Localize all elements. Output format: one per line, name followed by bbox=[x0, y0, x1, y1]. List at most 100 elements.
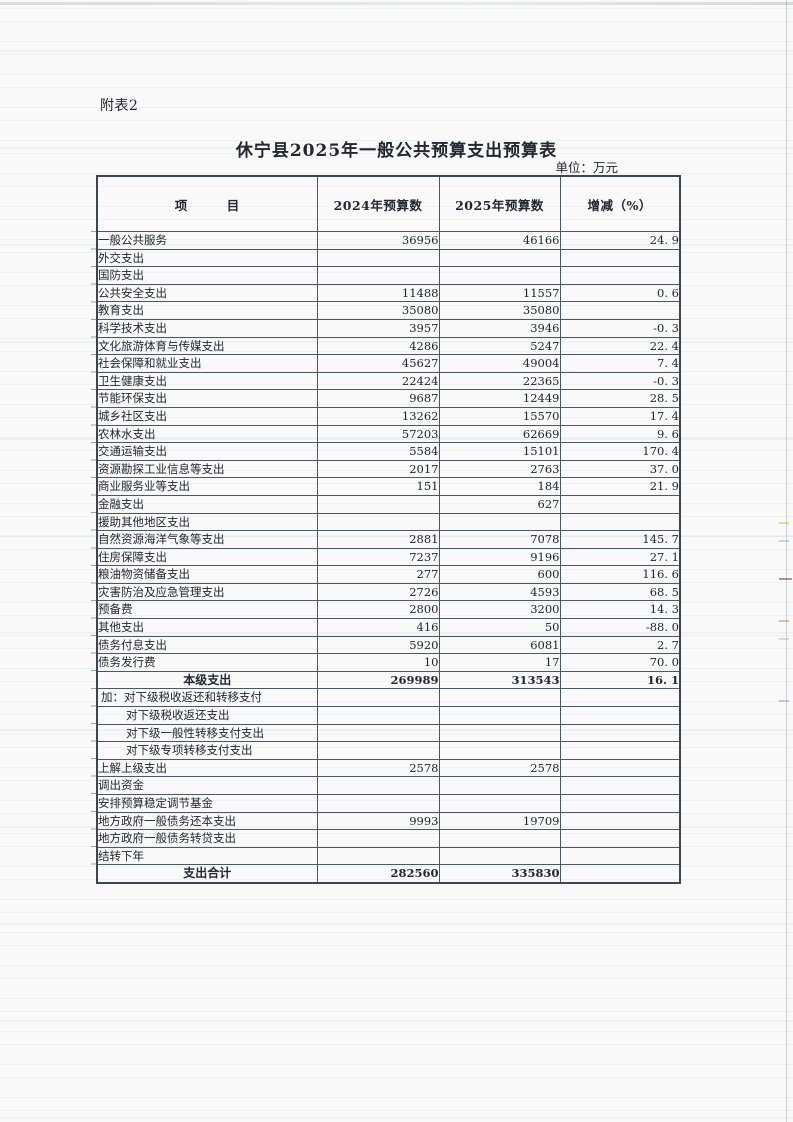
budget-table: 项 目 2024年预算数 2025年预算数 增减（%） 一般公共服务 36956… bbox=[96, 175, 681, 884]
table-row: 农林水支出 57203 62669 9. 6 bbox=[96, 424, 681, 444]
change-pct-cell bbox=[559, 864, 681, 884]
table-row: 债务发行费 10 17 70. 0 bbox=[96, 653, 681, 672]
item-label-cell: 对下级税收返还支出 bbox=[96, 706, 318, 725]
change-pct-cell: -0. 3 bbox=[559, 371, 681, 391]
table-row: 对下级一般性转移支付支出 bbox=[96, 723, 681, 743]
change-pct-cell: 14. 3 bbox=[559, 600, 681, 620]
attachment-label: 附表2 bbox=[100, 98, 139, 114]
item-label-cell: 地方政府一般债务转贷支出 bbox=[96, 829, 318, 848]
change-pct-cell: 9. 6 bbox=[559, 424, 681, 444]
table-row: 援助其他地区支出 bbox=[96, 512, 681, 532]
table-row: 自然资源海洋气象等支出 2881 7078 145. 7 bbox=[96, 530, 681, 549]
table-row: 金融支出 627 bbox=[96, 494, 681, 514]
change-pct-cell: 21. 9 bbox=[559, 477, 681, 496]
budget-2024-cell bbox=[316, 723, 440, 743]
col-header-budget-2024: 2024年预算数 bbox=[316, 175, 440, 232]
change-pct-cell: 68. 5 bbox=[559, 582, 681, 602]
budget-2024-cell: 151 bbox=[316, 477, 440, 496]
budget-2024-cell: 5584 bbox=[316, 442, 440, 461]
budget-2025-cell: 3200 bbox=[438, 600, 561, 620]
item-label-cell: 本级支出 bbox=[96, 670, 318, 690]
budget-2025-cell bbox=[438, 512, 561, 532]
budget-2025-cell: 600 bbox=[438, 565, 561, 584]
budget-2025-cell bbox=[438, 741, 561, 760]
item-label-cell: 社会保障和就业支出 bbox=[96, 354, 318, 373]
table-row: 地方政府一般债务还本支出 9993 19709 bbox=[96, 811, 681, 831]
table-row: 卫生健康支出 22424 22365 -0. 3 bbox=[96, 371, 681, 391]
table-row: 其他支出 416 50 -88. 0 bbox=[96, 618, 681, 637]
budget-2025-cell bbox=[438, 794, 561, 813]
budget-2024-cell: 2726 bbox=[316, 582, 440, 602]
budget-2024-cell bbox=[316, 512, 440, 532]
item-label-cell: 安排预算稳定调节基金 bbox=[96, 794, 318, 813]
table-row: 债务付息支出 5920 6081 2. 7 bbox=[96, 635, 681, 655]
change-pct-cell: 2. 7 bbox=[559, 635, 681, 655]
item-label-cell: 灾害防治及应急管理支出 bbox=[96, 582, 318, 602]
budget-2024-cell bbox=[316, 688, 440, 708]
change-pct-cell: 37. 0 bbox=[559, 459, 681, 479]
budget-2024-cell bbox=[316, 248, 440, 268]
table-row: 支出合计 282560 335830 bbox=[96, 864, 681, 884]
change-pct-cell: 70. 0 bbox=[559, 653, 681, 672]
budget-2024-cell bbox=[316, 706, 440, 725]
budget-2024-cell: 3957 bbox=[316, 318, 440, 338]
item-label-cell: 其他支出 bbox=[96, 618, 318, 637]
budget-2025-cell bbox=[438, 266, 561, 285]
item-label-cell: 国防支出 bbox=[96, 266, 318, 285]
change-pct-cell: -0. 3 bbox=[559, 318, 681, 338]
item-label-cell: 农林水支出 bbox=[96, 424, 318, 444]
item-label-cell: 粮油物资储备支出 bbox=[96, 565, 318, 584]
budget-2025-cell: 50 bbox=[438, 618, 561, 637]
table-row: 住房保障支出 7237 9196 27. 1 bbox=[96, 547, 681, 567]
budget-2025-cell: 627 bbox=[438, 494, 561, 514]
budget-2025-cell bbox=[438, 846, 561, 866]
item-label-cell: 自然资源海洋气象等支出 bbox=[96, 530, 318, 549]
item-label-cell: 城乡社区支出 bbox=[96, 406, 318, 426]
change-pct-cell: 27. 1 bbox=[559, 547, 681, 567]
change-pct-cell bbox=[559, 758, 681, 778]
budget-2025-cell bbox=[438, 776, 561, 795]
budget-2024-cell: 57203 bbox=[316, 424, 440, 444]
budget-2024-cell bbox=[316, 794, 440, 813]
table-row: 科学技术支出 3957 3946 -0. 3 bbox=[96, 318, 681, 338]
item-label-cell: 文化旅游体育与传媒支出 bbox=[96, 336, 318, 356]
table-row: 城乡社区支出 13262 15570 17. 4 bbox=[96, 406, 681, 426]
change-pct-cell: 7. 4 bbox=[559, 354, 681, 373]
budget-2024-cell: 2881 bbox=[316, 530, 440, 549]
budget-2025-cell: 15101 bbox=[438, 442, 561, 461]
budget-2024-cell bbox=[316, 776, 440, 795]
table-row: 预备费 2800 3200 14. 3 bbox=[96, 600, 681, 620]
table-row: 社会保障和就业支出 45627 49004 7. 4 bbox=[96, 354, 681, 373]
change-pct-cell: 0. 6 bbox=[559, 283, 681, 303]
item-label-cell: 对下级专项转移支付支出 bbox=[96, 741, 318, 760]
change-pct-cell: -88. 0 bbox=[559, 618, 681, 637]
item-label-cell: 预备费 bbox=[96, 600, 318, 620]
budget-2025-cell: 62669 bbox=[438, 424, 561, 444]
scan-color-tick bbox=[779, 578, 792, 580]
budget-2024-cell: 22424 bbox=[316, 371, 440, 391]
budget-2024-cell: 416 bbox=[316, 618, 440, 637]
table-row: 教育支出 35080 35080 bbox=[96, 301, 681, 320]
item-label-cell: 商业服务业等支出 bbox=[96, 477, 318, 496]
change-pct-cell bbox=[559, 248, 681, 268]
item-label-cell: 住房保障支出 bbox=[96, 547, 318, 567]
change-pct-cell bbox=[559, 706, 681, 725]
table-row: 地方政府一般债务转贷支出 bbox=[96, 829, 681, 848]
table-row: 节能环保支出 9687 12449 28. 5 bbox=[96, 389, 681, 408]
col-header-change-pct: 增减（%） bbox=[559, 175, 681, 232]
table-row: 粮油物资储备支出 277 600 116. 6 bbox=[96, 565, 681, 584]
scan-color-tick bbox=[779, 620, 789, 622]
change-pct-cell bbox=[559, 688, 681, 708]
table-row: 外交支出 bbox=[96, 248, 681, 268]
change-pct-cell bbox=[559, 741, 681, 760]
table-row: 交通运输支出 5584 15101 170. 4 bbox=[96, 442, 681, 461]
scan-color-tick bbox=[779, 700, 789, 702]
item-label-cell: 科学技术支出 bbox=[96, 318, 318, 338]
table-header-row: 项 目 2024年预算数 2025年预算数 增减（%） bbox=[96, 175, 681, 232]
item-label-cell: 公共安全支出 bbox=[96, 283, 318, 303]
unit-label: 单位：万元 bbox=[555, 160, 618, 175]
budget-2024-cell: 36956 bbox=[316, 231, 440, 250]
item-label-cell: 外交支出 bbox=[96, 248, 318, 268]
table-row: 资源勘探工业信息等支出 2017 2763 37. 0 bbox=[96, 459, 681, 479]
change-pct-cell bbox=[559, 723, 681, 743]
